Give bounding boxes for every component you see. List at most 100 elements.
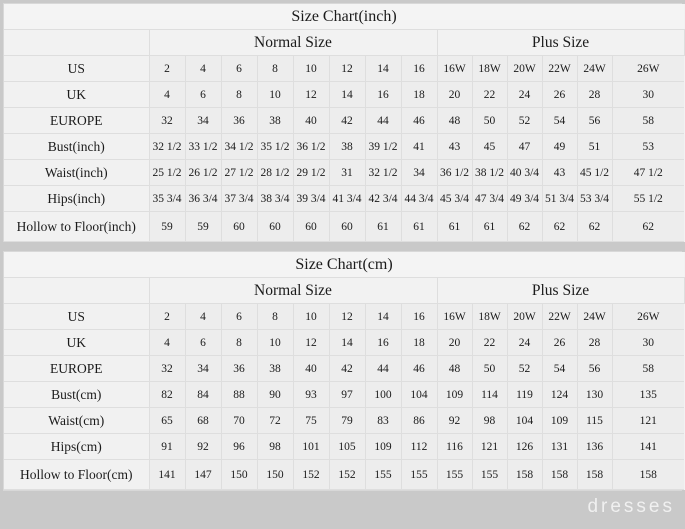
cell-value: 45 <box>471 133 508 160</box>
cell-value: 41 3/4 <box>328 185 366 212</box>
cell-value: 48 <box>436 355 473 382</box>
cell-value: 44 3/4 <box>400 185 438 212</box>
cell-value: 47 <box>506 133 543 160</box>
cell-value: 105 <box>328 433 366 460</box>
cell-value: 92 <box>184 433 222 460</box>
cell-value: 22W <box>541 55 578 82</box>
cell-value: 48 <box>436 107 473 134</box>
cell-value: 2 <box>148 303 186 330</box>
cell-value: 58 <box>611 107 685 134</box>
cell-value: 14 <box>364 55 402 82</box>
cell-value: 44 <box>364 107 402 134</box>
table-row: Bust(cm) 82 84 88 90 93 97 100 104 109 1… <box>4 381 685 408</box>
row-label-hips: Hips(inch) <box>4 185 150 212</box>
cell-value: 44 <box>364 355 402 382</box>
cell-value: 18 <box>400 329 438 356</box>
cell-value: 16 <box>400 303 438 330</box>
cell-value: 38 3/4 <box>256 185 294 212</box>
cell-value: 32 <box>148 107 186 134</box>
cell-value: 158 <box>506 459 543 490</box>
cell-value: 6 <box>184 81 222 108</box>
table-row: EUROPE 32 34 36 38 40 42 44 46 48 50 52 … <box>4 355 685 382</box>
cell-value: 16W <box>436 303 473 330</box>
cell-value: 26 <box>541 329 578 356</box>
cell-value: 158 <box>611 459 685 490</box>
cell-value: 24W <box>576 55 613 82</box>
cell-value: 4 <box>184 303 222 330</box>
cell-value: 31 <box>328 159 366 186</box>
table-row: UK 4 6 8 10 12 14 16 18 20 22 24 26 28 3… <box>4 81 685 108</box>
cell-value: 96 <box>220 433 258 460</box>
cell-value: 50 <box>471 355 508 382</box>
cell-value: 90 <box>256 381 294 408</box>
cell-value: 40 3/4 <box>506 159 543 186</box>
cell-value: 20W <box>506 55 543 82</box>
cell-value: 62 <box>611 211 685 242</box>
cell-value: 112 <box>400 433 438 460</box>
table-row: Bust(inch) 32 1/2 33 1/2 34 1/2 35 1/2 3… <box>4 133 685 160</box>
cell-value: 24 <box>506 81 543 108</box>
cell-value: 43 <box>436 133 473 160</box>
cell-value: 14 <box>364 303 402 330</box>
cell-value: 86 <box>400 407 438 434</box>
cell-value: 32 1/2 <box>148 133 186 160</box>
cell-value: 75 <box>292 407 330 434</box>
cell-value: 68 <box>184 407 222 434</box>
cell-value: 84 <box>184 381 222 408</box>
cell-value: 34 <box>184 355 222 382</box>
cell-value: 14 <box>328 81 366 108</box>
cell-value: 61 <box>364 211 402 242</box>
cell-value: 4 <box>148 81 186 108</box>
cell-value: 141 <box>148 459 186 490</box>
cell-value: 28 1/2 <box>256 159 294 186</box>
cell-value: 12 <box>328 55 366 82</box>
cell-value: 98 <box>256 433 294 460</box>
cell-value: 158 <box>541 459 578 490</box>
cell-value: 42 <box>328 355 366 382</box>
table-row: Hollow to Floor(inch) 59 59 60 60 60 60 … <box>4 211 685 242</box>
cell-value: 97 <box>328 381 366 408</box>
cell-value: 130 <box>576 381 613 408</box>
cell-value: 60 <box>220 211 258 242</box>
cell-value: 30 <box>611 81 685 108</box>
cell-value: 54 <box>541 107 578 134</box>
cell-value: 35 1/2 <box>256 133 294 160</box>
cell-value: 18W <box>471 303 508 330</box>
cell-value: 147 <box>184 459 222 490</box>
cell-value: 52 <box>506 107 543 134</box>
cell-value: 46 <box>400 107 438 134</box>
cell-value: 104 <box>506 407 543 434</box>
cell-value: 104 <box>400 381 438 408</box>
table-row: Hollow to Floor(cm) 141 147 150 150 152 … <box>4 459 685 490</box>
row-label-bust: Bust(inch) <box>4 133 150 160</box>
cell-value: 46 <box>400 355 438 382</box>
table-row: EUROPE 32 34 36 38 40 42 44 46 48 50 52 … <box>4 107 685 134</box>
cell-value: 59 <box>184 211 222 242</box>
row-label-hollow-to-floor: Hollow to Floor(cm) <box>4 459 150 490</box>
cell-value: 32 <box>148 355 186 382</box>
cell-value: 36 <box>220 107 258 134</box>
cell-value: 12 <box>292 81 330 108</box>
chart-title: Size Chart(cm) <box>4 252 685 278</box>
cell-value: 79 <box>328 407 366 434</box>
row-label-us: US <box>4 303 150 330</box>
cell-value: 25 1/2 <box>148 159 186 186</box>
cell-value: 100 <box>364 381 402 408</box>
cell-value: 14 <box>328 329 366 356</box>
group-header-normal-size: Normal Size <box>148 29 438 56</box>
cell-value: 150 <box>256 459 294 490</box>
cell-value: 119 <box>506 381 543 408</box>
cell-value: 18W <box>471 55 508 82</box>
cell-value: 10 <box>292 303 330 330</box>
cell-value: 26 <box>541 81 578 108</box>
cell-value: 39 1/2 <box>364 133 402 160</box>
row-label-waist: Waist(inch) <box>4 159 150 186</box>
cell-value: 62 <box>506 211 543 242</box>
cell-value: 8 <box>256 303 294 330</box>
cell-value: 83 <box>364 407 402 434</box>
cell-value: 59 <box>148 211 186 242</box>
size-chart-inch-table: Size Chart(inch) Normal Size Plus Size U… <box>4 4 685 242</box>
chart-title: Size Chart(inch) <box>4 4 685 30</box>
cell-value: 6 <box>220 55 258 82</box>
